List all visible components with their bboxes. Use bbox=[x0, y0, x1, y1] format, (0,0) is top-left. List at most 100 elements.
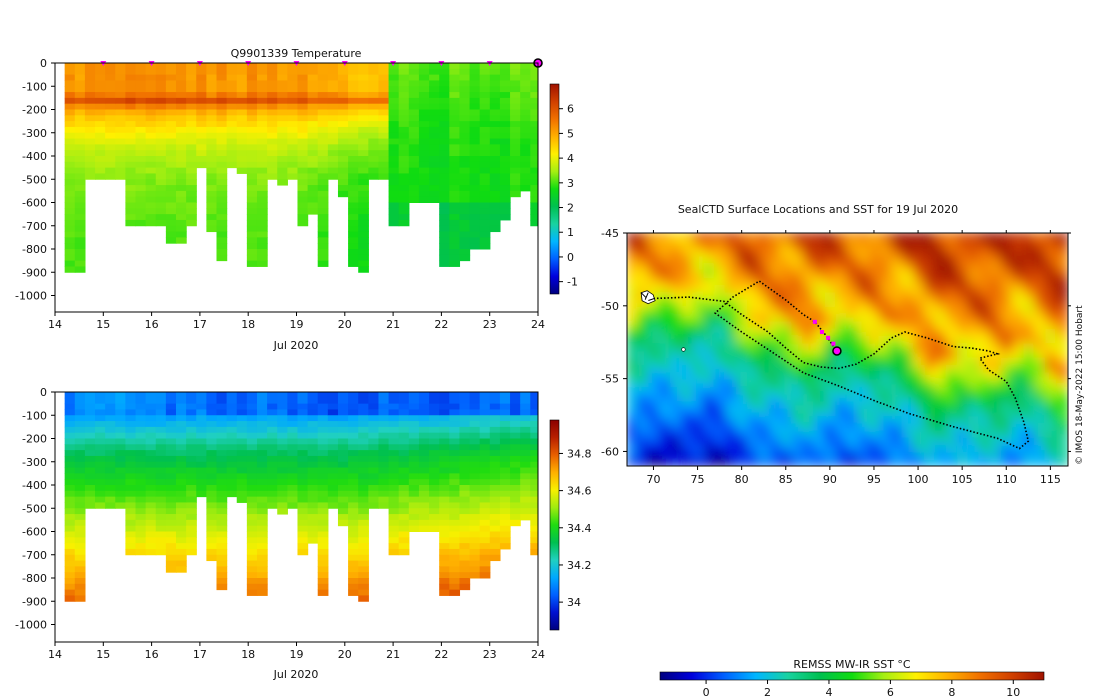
salinity-cell bbox=[348, 543, 359, 550]
salinity-cell bbox=[429, 403, 440, 410]
sst-cell bbox=[989, 290, 1003, 300]
salinity-cell bbox=[236, 490, 248, 498]
sst-cell bbox=[648, 399, 662, 409]
sst-cell bbox=[901, 363, 915, 373]
x-tick-label: 20 bbox=[338, 648, 352, 661]
temperature-cell bbox=[105, 63, 116, 70]
temperature-cell bbox=[64, 225, 76, 233]
temperature-cell bbox=[378, 144, 390, 151]
salinity-cell bbox=[64, 519, 76, 527]
temperature-cell bbox=[510, 92, 521, 99]
sst-cell bbox=[1033, 363, 1047, 373]
salinity-cell bbox=[530, 485, 538, 492]
sst-cell bbox=[769, 304, 783, 315]
temperature-cell bbox=[398, 156, 410, 163]
temperature-cell bbox=[439, 86, 450, 93]
temperature-cell bbox=[186, 219, 197, 227]
sst-cell bbox=[791, 457, 805, 466]
sst-cell bbox=[747, 428, 761, 438]
salinity-cell bbox=[277, 485, 288, 492]
sst-cell bbox=[627, 297, 640, 307]
temperature-cell bbox=[418, 109, 430, 116]
sst-cell bbox=[978, 275, 992, 285]
sst-cell bbox=[648, 333, 662, 344]
sst-cell bbox=[659, 392, 673, 402]
salinity-cell bbox=[206, 548, 218, 556]
temperature-cell bbox=[459, 225, 471, 233]
temperature-cell bbox=[348, 260, 359, 267]
salinity-cell bbox=[358, 479, 369, 486]
salinity-cell bbox=[378, 479, 390, 486]
temperature-cell bbox=[520, 150, 531, 157]
salinity-cell bbox=[348, 426, 359, 434]
salinity-cell bbox=[105, 409, 116, 416]
sst-cell bbox=[659, 348, 673, 358]
salinity-cell bbox=[64, 548, 76, 556]
temperature-cell bbox=[317, 97, 329, 105]
salinity-cell bbox=[439, 502, 450, 509]
temperature-cell bbox=[236, 121, 248, 128]
sst-cell bbox=[681, 290, 695, 300]
sst-cell bbox=[648, 319, 662, 329]
sst-cell bbox=[648, 450, 662, 460]
salinity-cell bbox=[317, 397, 329, 405]
sst-cell bbox=[692, 443, 706, 453]
sst-cell bbox=[769, 414, 783, 424]
temperature-cell bbox=[439, 109, 450, 116]
salinity-cell bbox=[388, 519, 400, 527]
sst-cell bbox=[627, 233, 640, 242]
salinity-cell bbox=[348, 589, 359, 596]
sst-cell bbox=[868, 268, 882, 278]
temperature-cell bbox=[165, 237, 177, 244]
temperature-cell bbox=[256, 150, 268, 157]
temperature-cell bbox=[246, 86, 258, 93]
salinity-cell bbox=[135, 415, 147, 422]
y-tick-label: -500 bbox=[22, 502, 47, 515]
imos-credit: © IMOS 18-May-2022 15:00 Hobart bbox=[1075, 305, 1085, 465]
salinity-cell bbox=[64, 578, 76, 585]
salinity-cell bbox=[155, 444, 167, 451]
salinity-cell bbox=[449, 397, 461, 405]
sst-cell bbox=[637, 253, 651, 264]
salinity-cell bbox=[95, 490, 106, 498]
sst-cell bbox=[627, 363, 640, 373]
salinity-cell bbox=[378, 432, 390, 439]
salinity-cell bbox=[95, 397, 106, 405]
salinity-cell bbox=[186, 432, 197, 439]
sst-cell bbox=[879, 406, 893, 417]
sst-cell bbox=[945, 370, 959, 380]
sst-cell bbox=[901, 268, 915, 278]
salinity-cell bbox=[125, 537, 137, 544]
sst-cell bbox=[912, 377, 926, 387]
salinity-cell bbox=[439, 560, 450, 567]
temperature-cell bbox=[145, 185, 157, 192]
sst-cell bbox=[714, 275, 728, 285]
colorbar-tick-label: 34.2 bbox=[567, 559, 592, 572]
salinity-cell bbox=[155, 543, 167, 550]
salinity-cell bbox=[489, 432, 501, 439]
sst-cell bbox=[681, 370, 695, 380]
sst-cell bbox=[714, 290, 728, 300]
temperature-cell bbox=[74, 243, 86, 250]
temperature-cell bbox=[246, 161, 258, 169]
salinity-cell bbox=[317, 554, 329, 562]
salinity-cell bbox=[196, 450, 207, 457]
salinity-cell bbox=[226, 455, 238, 463]
salinity-cell bbox=[256, 490, 268, 498]
temperature-cell bbox=[206, 74, 218, 81]
salinity-cell bbox=[115, 461, 126, 469]
sst-cell bbox=[978, 333, 992, 344]
salinity-cell bbox=[499, 519, 511, 527]
salinity-cell bbox=[277, 508, 288, 515]
salinity-cell bbox=[408, 461, 420, 469]
temperature-cell bbox=[74, 115, 86, 122]
salinity-cell bbox=[105, 421, 116, 428]
temperature-cell bbox=[165, 219, 177, 227]
sst-cell bbox=[813, 333, 827, 344]
temperature-cell bbox=[176, 144, 187, 151]
sst-colorbar-tick-label: 2 bbox=[764, 686, 771, 699]
salinity-cell bbox=[439, 438, 450, 445]
salinity-cell bbox=[317, 415, 329, 422]
sst-cell bbox=[780, 457, 794, 466]
sst-cell bbox=[890, 268, 904, 278]
